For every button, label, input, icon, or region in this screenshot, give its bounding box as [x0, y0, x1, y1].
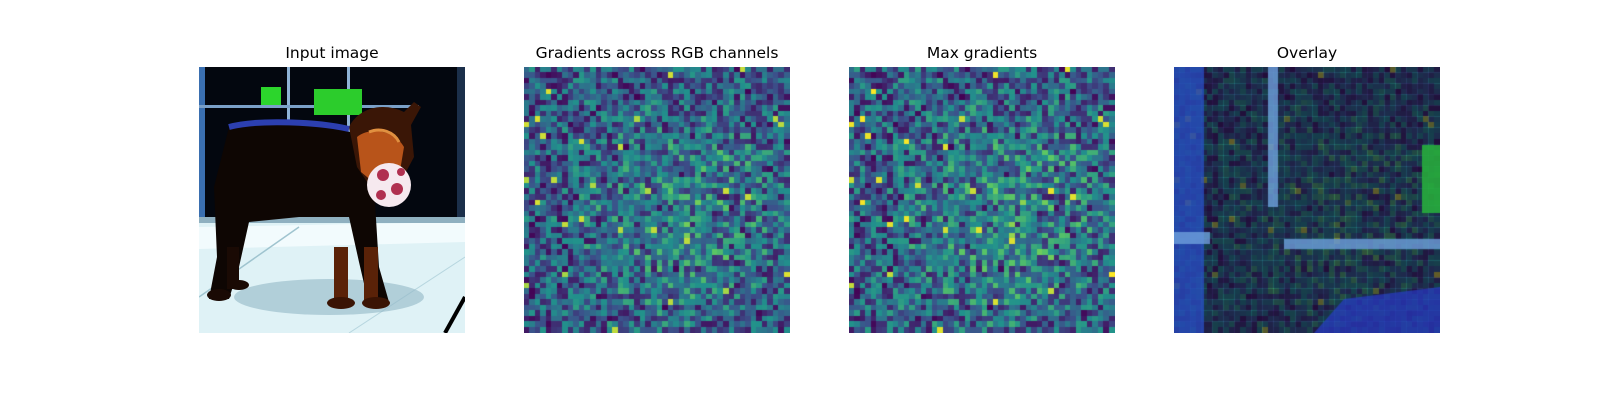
gradients-heatmap — [524, 67, 790, 333]
panel-max-gradients: Max gradients — [849, 0, 1115, 400]
panel-input-image: Input image — [199, 0, 465, 400]
panel-title: Overlay — [1276, 44, 1338, 62]
max-gradients-heatmap — [849, 67, 1115, 333]
panel-gradients-rgb: Gradients across RGB channels — [524, 0, 790, 400]
panel-title: Input image — [285, 44, 379, 62]
panel-overlay: Overlay — [1174, 0, 1440, 400]
input-image — [199, 67, 465, 333]
panel-title: Max gradients — [926, 44, 1038, 62]
panel-title: Gradients across RGB channels — [535, 44, 779, 62]
overlay-image — [1174, 67, 1440, 333]
